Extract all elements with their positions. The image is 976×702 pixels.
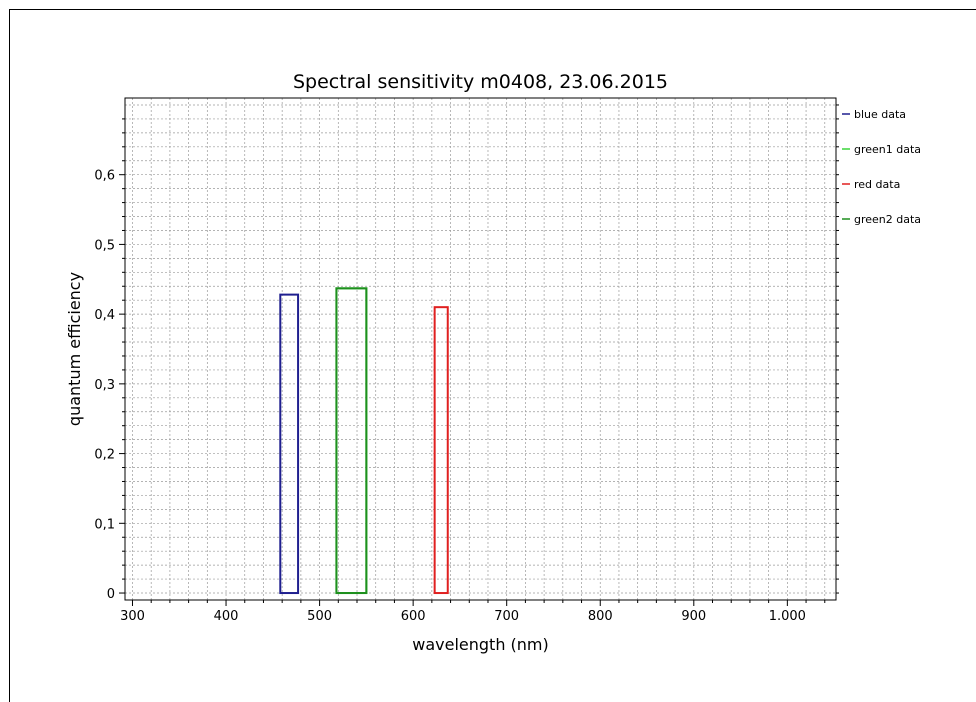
y-tick-label: 0,1 xyxy=(94,517,115,532)
x-axis-title: wavelength (nm) xyxy=(412,635,549,654)
x-tick-label: 500 xyxy=(307,609,332,624)
x-tick-label: 900 xyxy=(681,609,706,624)
figure-frame xyxy=(9,9,976,702)
x-tick-label: 400 xyxy=(214,609,239,624)
bar-blue-data xyxy=(279,293,300,595)
plot-border xyxy=(124,97,837,601)
y-tick-label: 0,3 xyxy=(94,378,115,393)
plot-area xyxy=(125,98,836,600)
bar-red-data xyxy=(433,306,449,595)
y-tick-label: 0,4 xyxy=(94,308,115,323)
legend-label: blue data xyxy=(854,108,906,121)
x-tick-label: 800 xyxy=(588,609,613,624)
legend-label: green1 data xyxy=(854,143,921,156)
y-tick-label: 0,6 xyxy=(94,169,115,184)
x-tick-label: 1.000 xyxy=(769,609,806,624)
y-axis-title: quantum efficiency xyxy=(65,272,84,426)
x-tick-label: 700 xyxy=(494,609,519,624)
grid xyxy=(125,98,836,600)
y-tick-label: 0 xyxy=(107,587,115,602)
bars xyxy=(279,287,449,595)
y-tick-label: 0,2 xyxy=(94,448,115,463)
x-tick-label: 600 xyxy=(401,609,426,624)
axes: 300 400 500 600 700 800 900 1.000 0 0,1 0,2 0,3 0,4 0… xyxy=(94,104,839,624)
x-tick-label: 300 xyxy=(120,609,145,624)
chart-title: Spectral sensitivity m0408, 23.06.2015 xyxy=(293,71,668,93)
legend: blue data green1 data red data green2 data xyxy=(842,108,921,226)
bar-green2-data xyxy=(335,287,368,595)
legend-label: red data xyxy=(854,178,900,191)
y-tick-label: 0,5 xyxy=(94,238,115,253)
legend-label: green2 data xyxy=(854,213,921,226)
